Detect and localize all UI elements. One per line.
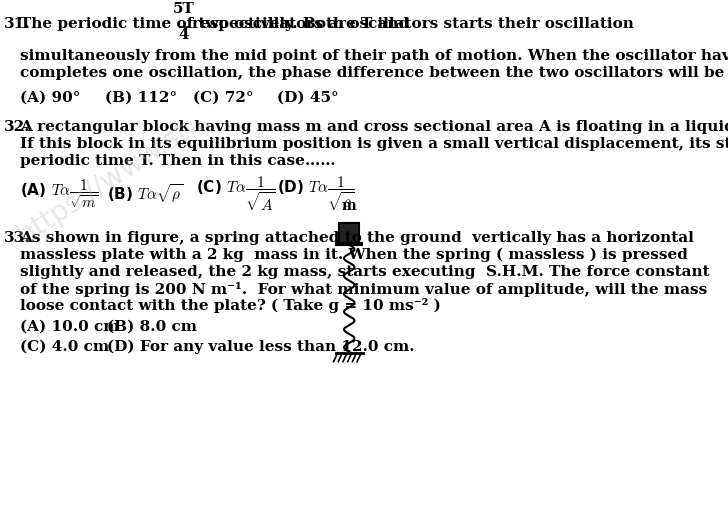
Text: https://www.st...: https://www.st... [12, 102, 218, 249]
Text: (C) $T\alpha\dfrac{1}{\sqrt{A}}$: (C) $T\alpha\dfrac{1}{\sqrt{A}}$ [196, 174, 276, 213]
Text: 32.: 32. [4, 120, 31, 134]
Text: completes one oscillation, the phase difference between the two oscillators will: completes one oscillation, the phase dif… [20, 66, 728, 80]
Text: If this block in its equilibrium position is given a small vertical displacement: If this block in its equilibrium positio… [20, 137, 728, 151]
Text: m: m [342, 199, 357, 214]
Text: 33.: 33. [4, 231, 31, 245]
Text: (B) $T\alpha\sqrt{\rho}$: (B) $T\alpha\sqrt{\rho}$ [107, 182, 184, 205]
Text: (D) 45°: (D) 45° [277, 91, 339, 104]
Text: slightly and released, the 2 kg mass, starts executing  S.H.M. The force constan: slightly and released, the 2 kg mass, st… [20, 265, 710, 279]
Text: A rectangular block having mass m and cross sectional area A is floating in a li: A rectangular block having mass m and cr… [20, 120, 728, 134]
Text: (D) $T\alpha\dfrac{1}{\sqrt{\rho}}$: (D) $T\alpha\dfrac{1}{\sqrt{\rho}}$ [277, 174, 355, 213]
Text: (B) 112°: (B) 112° [105, 91, 177, 104]
Text: massless plate with a 2 kg  mass in it. When the spring ( massless ) is pressed: massless plate with a 2 kg mass in it. W… [20, 248, 688, 262]
Text: simultaneously from the mid point of their path of motion. When the oscillator h: simultaneously from the mid point of the… [20, 49, 728, 63]
Text: (B) 8.0 cm: (B) 8.0 cm [107, 320, 197, 334]
Text: (A) $T\alpha\dfrac{1}{\sqrt{m}}$: (A) $T\alpha\dfrac{1}{\sqrt{m}}$ [20, 177, 99, 210]
Text: (D) For any value less than 12.0 cm.: (D) For any value less than 12.0 cm. [107, 340, 415, 354]
Text: 4: 4 [179, 28, 189, 42]
Text: loose contact with the plate? ( Take g = 10 ms⁻² ): loose contact with the plate? ( Take g =… [20, 298, 440, 313]
Text: periodic time T. Then in this case……: periodic time T. Then in this case…… [20, 154, 336, 168]
Text: 5T: 5T [173, 3, 195, 16]
Text: The periodic time of two oscillators are T and: The periodic time of two oscillators are… [20, 17, 409, 31]
Text: As shown in figure, a spring attached to the ground  vertically has a horizontal: As shown in figure, a spring attached to… [20, 231, 694, 245]
Text: 31.: 31. [4, 17, 31, 31]
Text: (C) 72°: (C) 72° [194, 91, 254, 104]
Text: of the spring is 200 N m⁻¹.  For what minimum value of amplitude, will the mass: of the spring is 200 N m⁻¹. For what min… [20, 282, 707, 296]
Text: (A) 90°: (A) 90° [20, 91, 80, 104]
Text: respectively. Both oscillators starts their oscillation: respectively. Both oscillators starts th… [192, 17, 634, 31]
Text: (C) 4.0 cm: (C) 4.0 cm [20, 340, 109, 354]
Text: (A) 10.0 cm: (A) 10.0 cm [20, 320, 119, 334]
Bar [339, 223, 359, 243]
